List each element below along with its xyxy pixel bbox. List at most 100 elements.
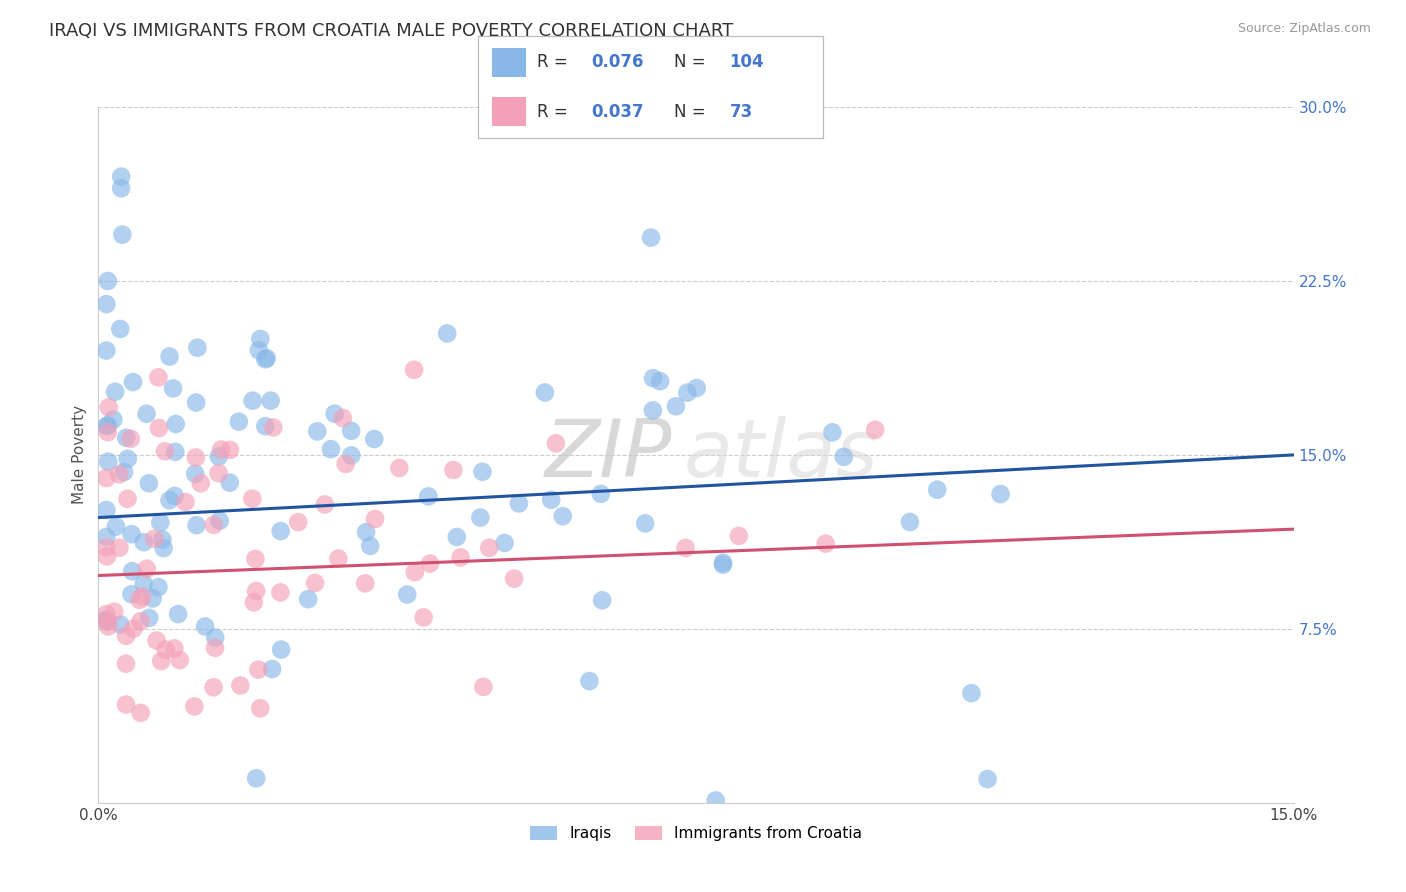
Point bbox=[990, 487, 1012, 501]
Point bbox=[202, 517, 225, 532]
Point bbox=[270, 642, 292, 657]
Text: 73: 73 bbox=[730, 103, 752, 120]
Point bbox=[120, 432, 142, 446]
Point bbox=[103, 412, 125, 426]
Point bbox=[208, 450, 231, 464]
Point bbox=[138, 476, 160, 491]
Point bbox=[307, 425, 329, 439]
Point bbox=[135, 407, 157, 421]
Point bbox=[115, 629, 138, 643]
Text: 0.076: 0.076 bbox=[592, 54, 644, 71]
Point bbox=[650, 374, 672, 388]
Legend: Iraqis, Immigrants from Croatia: Iraqis, Immigrants from Croatia bbox=[523, 820, 869, 847]
Point bbox=[121, 527, 143, 541]
Point bbox=[254, 419, 277, 434]
Point bbox=[254, 352, 277, 367]
Point bbox=[927, 483, 949, 497]
Text: Source: ZipAtlas.com: Source: ZipAtlas.com bbox=[1237, 22, 1371, 36]
Point bbox=[245, 552, 267, 566]
Point bbox=[96, 614, 118, 628]
Text: ZIP: ZIP bbox=[544, 416, 672, 494]
Point bbox=[111, 227, 134, 242]
Point bbox=[287, 515, 309, 529]
Point bbox=[142, 591, 165, 606]
Point bbox=[297, 592, 319, 607]
Point bbox=[711, 556, 734, 570]
Point bbox=[110, 617, 132, 632]
Point bbox=[152, 533, 174, 547]
Point bbox=[204, 640, 226, 655]
Point bbox=[117, 451, 139, 466]
Point bbox=[388, 461, 411, 475]
Point bbox=[340, 424, 363, 438]
Point bbox=[436, 326, 458, 341]
Point bbox=[976, 772, 998, 786]
Point bbox=[186, 518, 208, 533]
Point bbox=[145, 633, 167, 648]
Point bbox=[219, 442, 242, 457]
Text: R =: R = bbox=[537, 54, 572, 71]
Point bbox=[472, 680, 495, 694]
Point bbox=[256, 351, 278, 366]
Point bbox=[96, 503, 118, 517]
Point bbox=[96, 343, 118, 358]
Point bbox=[96, 607, 118, 621]
Point bbox=[96, 297, 118, 311]
Point bbox=[675, 541, 697, 555]
Point bbox=[96, 549, 118, 564]
Text: R =: R = bbox=[537, 103, 572, 120]
Point bbox=[97, 418, 120, 433]
Point bbox=[503, 572, 526, 586]
Text: N =: N = bbox=[675, 54, 711, 71]
Point bbox=[96, 530, 118, 544]
Point bbox=[115, 657, 138, 671]
Point bbox=[269, 585, 291, 599]
Point bbox=[184, 467, 207, 481]
Point bbox=[494, 536, 516, 550]
Point bbox=[641, 403, 664, 417]
Point bbox=[471, 465, 494, 479]
Point bbox=[103, 605, 125, 619]
Point bbox=[314, 498, 336, 512]
Point bbox=[184, 395, 207, 409]
Point bbox=[97, 401, 120, 415]
Point bbox=[108, 322, 131, 336]
Point bbox=[112, 465, 135, 479]
Point bbox=[184, 450, 207, 465]
Text: 104: 104 bbox=[730, 54, 763, 71]
Point bbox=[190, 476, 212, 491]
Point bbox=[814, 536, 837, 550]
Point bbox=[165, 417, 187, 431]
Text: IRAQI VS IMMIGRANTS FROM CROATIA MALE POVERTY CORRELATION CHART: IRAQI VS IMMIGRANTS FROM CROATIA MALE PO… bbox=[49, 22, 734, 40]
Point bbox=[328, 551, 350, 566]
Point bbox=[159, 493, 181, 508]
Point bbox=[96, 612, 118, 626]
Point bbox=[478, 541, 501, 555]
Bar bbox=[492, 97, 526, 126]
Point bbox=[186, 341, 208, 355]
Point bbox=[419, 557, 441, 571]
Point bbox=[711, 558, 734, 572]
Point bbox=[108, 467, 131, 482]
Point bbox=[863, 423, 886, 437]
Point bbox=[640, 230, 662, 244]
Point bbox=[148, 580, 170, 594]
Point bbox=[155, 642, 177, 657]
Point bbox=[96, 615, 118, 629]
Point bbox=[450, 550, 472, 565]
Point bbox=[97, 619, 120, 633]
Point bbox=[262, 662, 284, 676]
Point bbox=[165, 445, 187, 459]
Point bbox=[96, 541, 118, 555]
Point bbox=[135, 562, 157, 576]
Point bbox=[418, 490, 440, 504]
Point bbox=[508, 496, 530, 510]
Point bbox=[704, 793, 727, 807]
Point bbox=[247, 343, 270, 358]
Point bbox=[832, 450, 855, 464]
Point bbox=[243, 595, 266, 609]
Point bbox=[163, 641, 186, 656]
Point bbox=[110, 181, 132, 195]
Point bbox=[591, 593, 613, 607]
Point bbox=[208, 514, 231, 528]
